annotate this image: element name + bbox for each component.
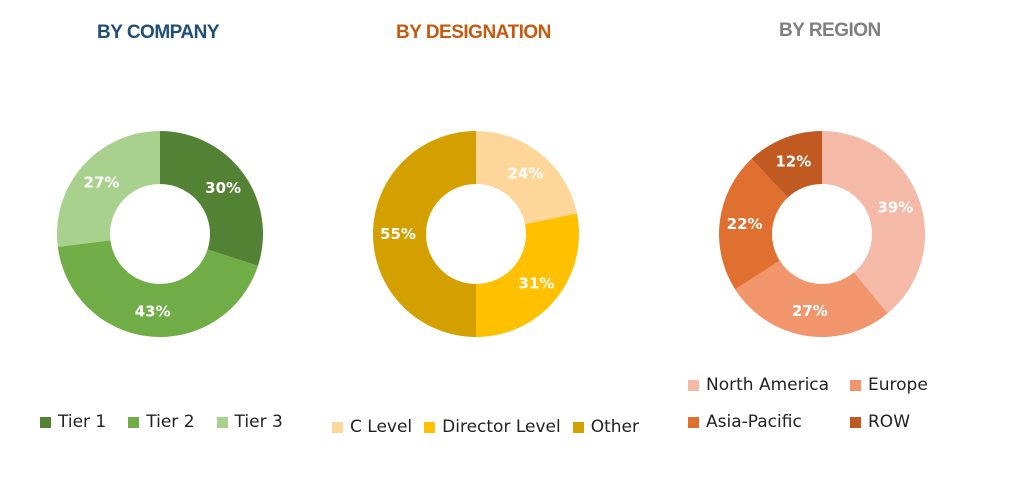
data-label-row: 12% <box>775 152 811 170</box>
legend-item-tier-3: Tier 3 <box>216 412 283 432</box>
legend-item-other: Other <box>572 417 640 437</box>
legend-swatch-tier-2 <box>128 416 140 428</box>
chart-title-designation: BY DESIGNATION <box>396 22 551 43</box>
legend-label-north-america: North America <box>706 375 830 395</box>
legend-swatch-c-level <box>332 421 343 433</box>
slice-other <box>373 131 476 337</box>
slice-c-level <box>476 131 577 225</box>
slice-tier-2 <box>57 240 258 337</box>
legend-item-director-level: Director Level <box>424 417 561 437</box>
legend-swatch-tier-3 <box>216 416 228 428</box>
legend-item-asia-pacific: Asia-Pacific <box>688 412 838 432</box>
legend-swatch-other <box>572 421 584 433</box>
data-label-asia-pacific: 22% <box>727 215 763 233</box>
legend-label-director-level: Director Level <box>442 417 561 437</box>
legend-region-row-1: North America Europe <box>688 375 928 395</box>
slice-north-america <box>822 131 925 314</box>
legend-swatch-director-level <box>424 421 436 433</box>
chart-title-region: BY REGION <box>779 20 881 41</box>
legend-swatch-tier-1 <box>40 416 51 428</box>
data-label-tier-3: 27% <box>84 173 120 191</box>
legend-item-tier-2: Tier 2 <box>128 412 195 432</box>
slice-asia-pacific <box>719 158 788 290</box>
data-label-tier-1: 30% <box>205 179 241 197</box>
data-label-tier-2: 43% <box>135 303 171 321</box>
legend-item-tier-1: Tier 1 <box>40 412 106 432</box>
data-label-north-america: 39% <box>877 199 913 217</box>
legend-swatch-north-america <box>688 379 699 391</box>
chart-title-company: BY COMPANY <box>97 22 220 43</box>
slice-row <box>751 131 822 198</box>
slice-director-level <box>476 213 579 337</box>
donut-chart-designation: 24% 31% 55% <box>373 131 579 337</box>
data-label-other: 55% <box>380 225 416 243</box>
slice-tier-3 <box>56 131 160 247</box>
legend-label-asia-pacific: Asia-Pacific <box>706 412 802 432</box>
data-label-europe: 27% <box>792 302 828 320</box>
slice-tier-1 <box>160 131 263 266</box>
donut-chart-company: 30% 43% 27% <box>56 131 263 337</box>
legend-label-row: ROW <box>868 412 911 432</box>
legend-swatch-europe <box>850 379 861 391</box>
legend-label-tier-2: Tier 2 <box>146 412 195 432</box>
legend-designation: C Level Director Level Other <box>332 417 639 437</box>
legend-label-europe: Europe <box>868 375 928 395</box>
donut-chart-region: 39% 27% 22% 12% <box>719 131 925 337</box>
data-label-director-level: 31% <box>518 274 554 292</box>
legend-region-row-2: Asia-Pacific ROW <box>688 412 910 432</box>
legend-swatch-row <box>850 416 861 428</box>
legend-item-row: ROW <box>850 412 910 432</box>
legend-item-europe: Europe <box>850 375 928 395</box>
slice-europe <box>735 260 888 337</box>
legend-item-north-america: North America <box>688 375 838 395</box>
data-label-c-level: 24% <box>507 165 543 183</box>
legend-label-tier-1: Tier 1 <box>58 412 107 432</box>
legend-company: Tier 1 Tier 2 Tier 3 <box>40 412 283 432</box>
legend-swatch-asia-pacific <box>688 416 699 428</box>
legend-label-tier-3: Tier 3 <box>234 412 283 432</box>
legend-item-c-level: C Level <box>332 417 412 437</box>
legend-label-other: Other <box>590 417 640 437</box>
legend-label-c-level: C Level <box>350 417 413 437</box>
